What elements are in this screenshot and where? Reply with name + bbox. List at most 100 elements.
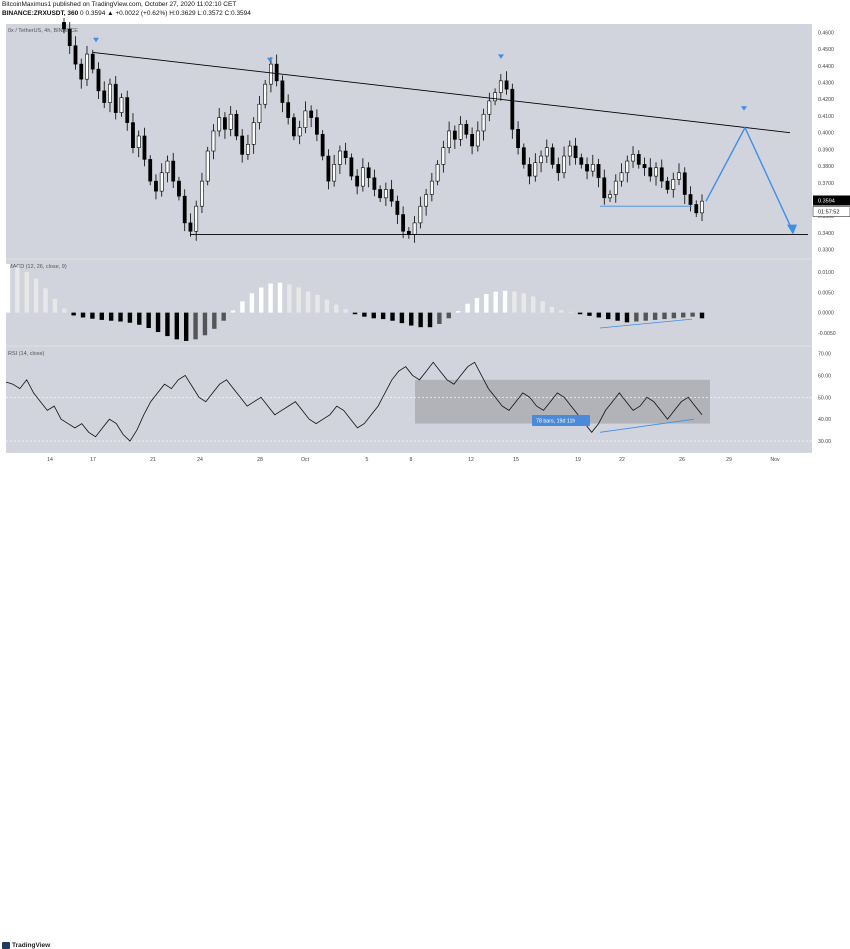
macd-bar [62,308,67,313]
candle-body [470,134,474,147]
rsi-divergence-line [599,418,695,433]
macd-bar [202,312,208,336]
x-tick-label: 21 [150,457,156,463]
macd-divergence-line [599,318,693,329]
candle-body [378,189,383,199]
macd-bar [474,298,480,313]
candle-body [292,117,296,137]
candle-body [452,130,457,140]
y-tick-label: 0.3700 [818,181,834,187]
x-tick-label: 12 [468,457,474,463]
x-tick-label: 17 [90,457,96,463]
candle-body [320,134,325,157]
pane-bg-1 [6,260,812,345]
x-tick-label: Nov [770,457,780,463]
macd-bar [33,278,39,313]
macd-bar [296,287,301,313]
macd-bar [268,283,273,313]
x-tick-label: Oct [301,457,310,463]
macd-bar [643,312,648,321]
macd-bar [183,312,189,341]
macd-bar [502,290,508,313]
macd-bar [681,312,686,318]
macd-bar [305,291,311,313]
candle-body [579,157,584,165]
candle-body [458,123,463,140]
macd-bar [221,312,226,321]
candle-body [217,117,222,132]
y-tick-label: 0.0000 [818,311,834,317]
candle-body [596,164,601,179]
macd-bar [362,312,367,317]
candle-body [516,129,520,148]
candle-body [113,83,118,113]
macd-bar [493,291,498,313]
chart-canvas[interactable]: 0.4600 0.4500 0.4400 0.4300 0.4200 0.4100 0.40… [0,0,850,483]
candle-body [619,172,624,182]
macd-bar [559,310,564,313]
x-tick-label: 29 [726,457,732,463]
candle-body [556,164,561,174]
candle-body [412,222,417,235]
macd-bar [634,312,639,322]
last-price-tag [813,195,850,206]
candle-body [177,180,181,197]
macd-bar [249,293,255,313]
candle-body [682,172,687,195]
macd-bar [540,301,545,313]
top-marker-icon [93,37,99,43]
x-tick-label: 19 [575,457,581,463]
candle-body [418,205,423,224]
macd-bar [690,312,695,317]
macd-bar [437,312,442,324]
candle-body [332,164,337,182]
candle-body [251,122,256,145]
macd-bar [652,312,658,320]
candle-body [504,80,509,90]
candle-body [142,135,147,160]
macd-bar [465,303,470,313]
macd-bar [427,312,433,328]
candle-body [67,28,72,47]
y-tick-label: 0.3500 [818,214,834,220]
y-tick-label: 0.3900 [818,147,834,153]
macd-bar [399,312,405,324]
candle-body [269,63,273,85]
macd-bar [259,287,264,313]
candle-body [550,147,555,165]
macd-bar [624,312,630,323]
candle-body [79,63,84,80]
candle-body [533,162,538,177]
candle-body [401,214,406,232]
candle-body [263,83,268,105]
author-line: BitcoinMaximus1 published on TradingView… [2,1,237,8]
last-price-value: 0.3594 [818,199,835,205]
candle-body [223,117,227,130]
candle-body [527,164,532,177]
top-marker-icon [498,54,504,59]
macd-bar [512,291,517,313]
candle-body [642,164,647,169]
chart-header: BitcoinMaximus1 published on TradingView… [0,0,850,24]
y-tick-label: 70.00 [818,352,831,358]
candle-body [85,53,89,80]
macd-bar [446,312,451,319]
y-tick-label: 0.3400 [818,231,834,237]
candle-body [435,164,440,182]
y-tick-label: 0.0100 [818,270,834,276]
y-tick-label: 0.4500 [818,47,834,53]
candle-body [441,147,446,165]
candle-body [125,97,130,123]
candle-body [280,80,285,103]
y-tick-label: 0.3800 [818,164,834,170]
candle-body [194,205,199,232]
candle-body [406,230,411,235]
candle-body [694,204,699,214]
macd-bar [671,312,677,319]
candle-body [475,130,480,147]
candle-body [464,123,469,135]
candle-body [257,103,262,123]
candle-body [424,194,429,207]
macd-bar [193,312,198,340]
macd-bar [43,288,48,313]
